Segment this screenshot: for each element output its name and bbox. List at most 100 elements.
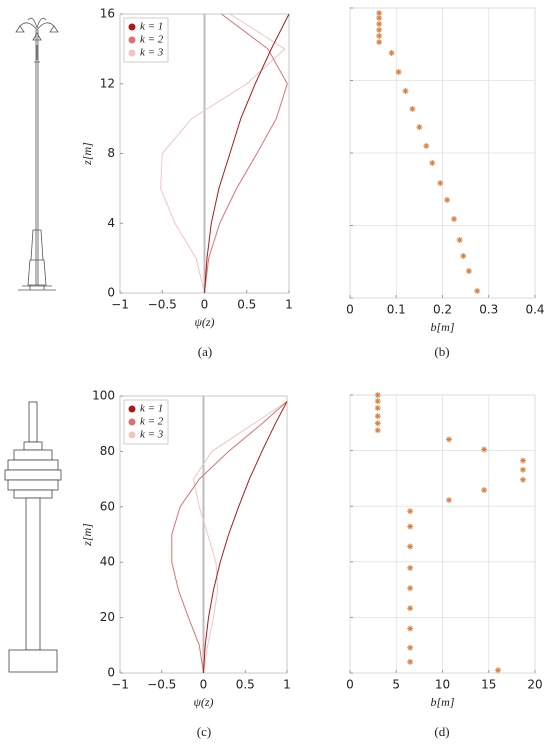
point [376,39,383,46]
x-tick-label: 0.2 [433,303,452,317]
x-tick-label: 1 [285,298,293,312]
mode-line [203,401,288,674]
point [376,26,383,33]
point [407,658,414,665]
point [481,446,488,453]
y-tick-label: 0 [107,286,115,300]
tower-drawing [4,401,62,673]
lamp-post-drawing [15,17,59,291]
point [474,287,481,294]
point [374,392,381,398]
mode-line [204,13,290,294]
point [444,196,451,203]
y-tick-label: 80 [100,444,115,458]
x-axis-label: b[m] [430,695,454,709]
y-tick-label: 16 [100,7,115,21]
x-tick-label: −1 [111,678,129,692]
point [407,523,414,530]
y-tick-label: 100 [92,389,115,403]
point [376,14,383,21]
legend-label: k = 2 [140,416,164,428]
mode-line [171,401,288,674]
point [407,508,414,515]
point [376,20,383,27]
legend-marker [128,418,136,426]
point [407,625,414,632]
y-tick-label: 12 [100,76,115,90]
x-tick-label: 15 [481,678,496,692]
point [445,436,452,443]
point [519,466,526,473]
mode-line [204,13,288,294]
point [445,497,452,504]
point [407,585,414,592]
y-tick-label: 0 [107,666,115,680]
legend: k = 1k = 2k = 3 [123,399,169,445]
legend-label: k = 2 [140,34,164,46]
x-tick-label: 0 [346,303,354,317]
point [519,457,526,464]
mode-line [192,401,288,674]
point [402,88,409,95]
x-tick-label: 0.1 [387,303,406,317]
y-tick-label: 40 [100,555,115,569]
mode-line [160,13,286,294]
point [465,267,472,274]
point [407,543,414,550]
x-axis-label: ψ(z) [193,695,213,709]
x-tick-label: −1 [111,298,129,312]
x-tick-label: 10 [435,678,450,692]
x-tick-label: 1 [283,678,291,692]
point [376,10,383,17]
point [374,405,381,412]
y-axis-label: z[m] [80,142,94,166]
legend-marker [128,405,136,413]
x-axis-label: b[m] [430,320,454,334]
x-tick-label: 0.4 [525,303,544,317]
point [451,215,458,222]
point [374,420,381,427]
point [481,487,488,494]
point [407,605,414,612]
panel-label: (d) [434,724,449,739]
point [407,644,414,651]
point [374,413,381,420]
point [429,159,436,166]
panel-label: (a) [198,344,212,359]
legend-label: k = 3 [140,47,164,59]
y-axis-label: z[m] [80,523,94,547]
legend-marker [128,23,136,31]
point [388,49,395,56]
point [437,180,444,187]
x-tick-label: 0 [201,298,209,312]
legend-label: k = 1 [140,21,163,33]
legend: k = 1k = 2k = 3 [123,17,169,63]
legend-marker [128,431,136,439]
legend-label: k = 1 [140,403,163,415]
point [416,124,423,131]
panel: 0 5 10 15 20 b[m] (d) [346,392,543,739]
point [376,32,383,39]
y-tick-label: 8 [107,146,115,160]
point [407,564,414,571]
panel-label: (b) [434,344,449,359]
x-tick-label: 20 [527,678,542,692]
legend-label: k = 3 [140,429,164,441]
panel-label: (c) [197,724,211,739]
point [409,105,416,112]
point [374,427,381,434]
x-tick-label: 0.3 [479,303,498,317]
x-axis-label: ψ(z) [194,315,214,329]
point [374,398,381,405]
point [423,142,430,149]
y-tick-label: 4 [107,216,115,230]
x-tick-label: 0.5 [237,298,256,312]
x-tick-label: 0 [200,678,208,692]
panel: −1 −0.5 0 0.5 1 0 4 8 12 16 ψ(z) z[m] (a) k = 1k = 2k… [80,7,293,359]
x-tick-label: 0 [346,678,354,692]
point [395,68,402,75]
panel: 0 0.1 0.2 0.3 0.4 b[m] (b) [346,7,545,359]
point [460,252,467,259]
